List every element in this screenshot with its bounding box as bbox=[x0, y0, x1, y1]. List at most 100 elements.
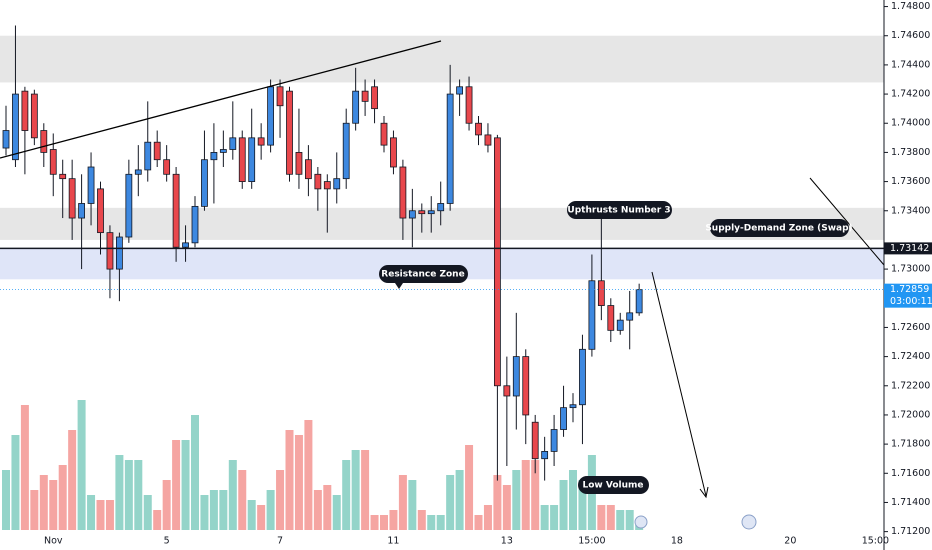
candle-body bbox=[201, 159, 208, 207]
y-tick-label: 1.72400 bbox=[891, 351, 930, 362]
callout-text: Upthrusts Number 3 bbox=[567, 206, 670, 216]
arrow-head bbox=[699, 486, 709, 499]
candle-body bbox=[323, 181, 331, 190]
volume-bar bbox=[493, 475, 502, 530]
candle-body bbox=[550, 429, 558, 452]
event-icon[interactable] bbox=[741, 514, 757, 530]
candle-body bbox=[314, 173, 322, 190]
candle-body bbox=[607, 305, 615, 331]
y-tick-label: 1.73800 bbox=[891, 147, 930, 158]
candle-body bbox=[522, 356, 530, 416]
volume-bar bbox=[625, 510, 634, 530]
volume-bar bbox=[20, 405, 29, 530]
price-tag-label: 1.73142 bbox=[890, 243, 929, 254]
volume-bar bbox=[540, 505, 549, 530]
volume-bar bbox=[417, 510, 426, 530]
volume-bar bbox=[247, 500, 256, 530]
candle-body bbox=[616, 319, 624, 331]
candle-body bbox=[2, 130, 10, 149]
callout-box bbox=[578, 476, 649, 494]
y-tick-label: 1.72000 bbox=[891, 409, 930, 420]
callout: Supply-Demand Zone (Swap) bbox=[705, 219, 853, 237]
y-tick-label: 1.74800 bbox=[891, 1, 930, 12]
candle-body bbox=[342, 122, 350, 180]
candle-body bbox=[579, 348, 586, 406]
candle-body bbox=[456, 86, 464, 95]
event-icon[interactable] bbox=[634, 515, 648, 529]
volume-bar bbox=[58, 465, 67, 530]
y-tick-label: 1.72200 bbox=[891, 380, 930, 391]
candle-body bbox=[125, 173, 133, 238]
volume-bar bbox=[134, 460, 143, 530]
callout-text: Resistance Zone bbox=[381, 270, 464, 280]
volume-bar bbox=[49, 480, 58, 530]
candle-body bbox=[352, 90, 360, 124]
candle-body bbox=[531, 421, 539, 460]
candle-body bbox=[588, 280, 596, 350]
x-tick-label: 15:00 bbox=[578, 536, 605, 547]
volume-bar bbox=[162, 480, 171, 530]
volume-bar bbox=[569, 470, 577, 530]
volume-bar bbox=[521, 460, 530, 530]
candle-body bbox=[40, 130, 48, 153]
x-tick-label: 13 bbox=[501, 536, 513, 547]
candle-body bbox=[475, 122, 482, 136]
volume-bar bbox=[616, 510, 625, 530]
price-axis bbox=[884, 0, 932, 550]
candle-body bbox=[144, 141, 152, 171]
volume-bar bbox=[474, 515, 483, 530]
candle-body bbox=[503, 385, 511, 397]
callout-text: Supply-Demand Zone (Swap) bbox=[705, 224, 852, 234]
volume-bar bbox=[294, 435, 303, 530]
x-tick-label: 11 bbox=[387, 536, 399, 547]
candle-body bbox=[229, 137, 237, 150]
volume-bar bbox=[550, 505, 559, 530]
candle-body bbox=[597, 280, 605, 306]
candle-body bbox=[380, 122, 388, 146]
candle-body bbox=[267, 86, 275, 146]
x-axis: Nov 5 7 11 13 15:00 18 20 15:00 bbox=[44, 536, 889, 547]
volume-bar bbox=[342, 460, 351, 530]
candle-body bbox=[191, 205, 199, 244]
candle-body bbox=[78, 203, 85, 219]
volume-bar bbox=[370, 515, 379, 530]
volume-bar bbox=[323, 485, 332, 530]
volume-bar bbox=[389, 510, 398, 530]
candle-body bbox=[304, 159, 312, 180]
y-tick-label: 1.73400 bbox=[891, 205, 930, 216]
y-tick-label: 1.74600 bbox=[891, 30, 930, 41]
y-axis: 1.71200 1.71400 1.71600 1.71800 1.72000 1.722… bbox=[884, 1, 930, 537]
volume-bar bbox=[398, 475, 407, 530]
volume-bar bbox=[276, 470, 285, 530]
volume-bar bbox=[483, 505, 492, 530]
volume-bar bbox=[597, 505, 606, 530]
zone bbox=[0, 35, 884, 83]
trend-line bbox=[0, 40, 442, 159]
candle-body bbox=[493, 137, 501, 387]
volume-bar bbox=[2, 470, 10, 530]
candle-body bbox=[512, 356, 520, 397]
arrow-line bbox=[809, 177, 885, 266]
x-tick-label: 5 bbox=[164, 536, 170, 547]
volume-bar bbox=[502, 485, 511, 530]
y-tick-label: 1.71200 bbox=[891, 526, 930, 537]
candle-body bbox=[12, 93, 19, 161]
candle-body bbox=[484, 134, 492, 146]
price-tag bbox=[884, 242, 932, 255]
candle-body bbox=[408, 210, 416, 219]
y-tick-label: 1.74200 bbox=[891, 89, 930, 100]
candle-body bbox=[49, 149, 57, 175]
volume-bar bbox=[512, 470, 521, 530]
volume-bar bbox=[153, 510, 162, 530]
volume-bar bbox=[143, 495, 152, 530]
candle-body bbox=[134, 169, 142, 175]
volume-bar bbox=[209, 490, 218, 530]
volume-bar bbox=[124, 460, 133, 530]
candle-body bbox=[427, 210, 435, 215]
volume-bar bbox=[455, 470, 464, 530]
callout: Resistance Zone bbox=[379, 265, 468, 289]
candle-body bbox=[210, 152, 218, 161]
candle-body bbox=[286, 90, 293, 175]
candle-body bbox=[418, 210, 426, 215]
